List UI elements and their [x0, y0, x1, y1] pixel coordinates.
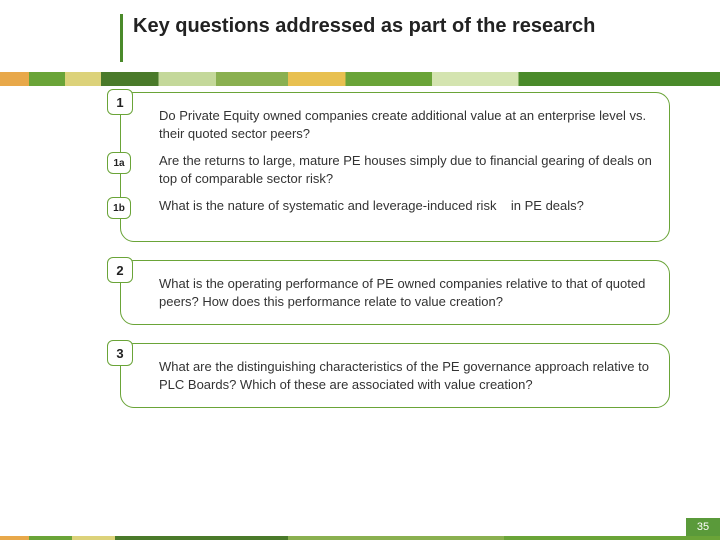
- badge-1a: 1a: [107, 152, 131, 174]
- question-1b-text: What is the nature of systematic and lev…: [159, 197, 653, 215]
- decorative-top-strip: [0, 72, 720, 86]
- question-3-text: What are the distinguishing characterist…: [159, 358, 653, 393]
- badge-2: 2: [107, 257, 133, 283]
- title-accent-bar: [120, 14, 123, 62]
- question-1a-text: Are the returns to large, mature PE hous…: [159, 152, 653, 187]
- slide-title: Key questions addressed as part of the r…: [133, 14, 595, 38]
- page-number-badge: 35: [686, 518, 720, 536]
- question-1-text: Do Private Equity owned companies create…: [159, 107, 653, 142]
- badge-1b: 1b: [107, 197, 131, 219]
- question-2-text: What is the operating performance of PE …: [159, 275, 653, 310]
- slide-title-block: Key questions addressed as part of the r…: [120, 14, 680, 62]
- question-box-3: 3 What are the distinguishing characteri…: [120, 343, 670, 408]
- question-box-2: 2 What is the operating performance of P…: [120, 260, 670, 325]
- badge-1: 1: [107, 89, 133, 115]
- question-1b-row: 1b What is the nature of systematic and …: [159, 197, 653, 215]
- badge-3: 3: [107, 340, 133, 366]
- question-box-1: 1 Do Private Equity owned companies crea…: [120, 92, 670, 242]
- decorative-bottom-strip: [0, 536, 720, 540]
- question-boxes-container: 1 Do Private Equity owned companies crea…: [120, 92, 670, 426]
- question-1a-row: 1a Are the returns to large, mature PE h…: [159, 152, 653, 187]
